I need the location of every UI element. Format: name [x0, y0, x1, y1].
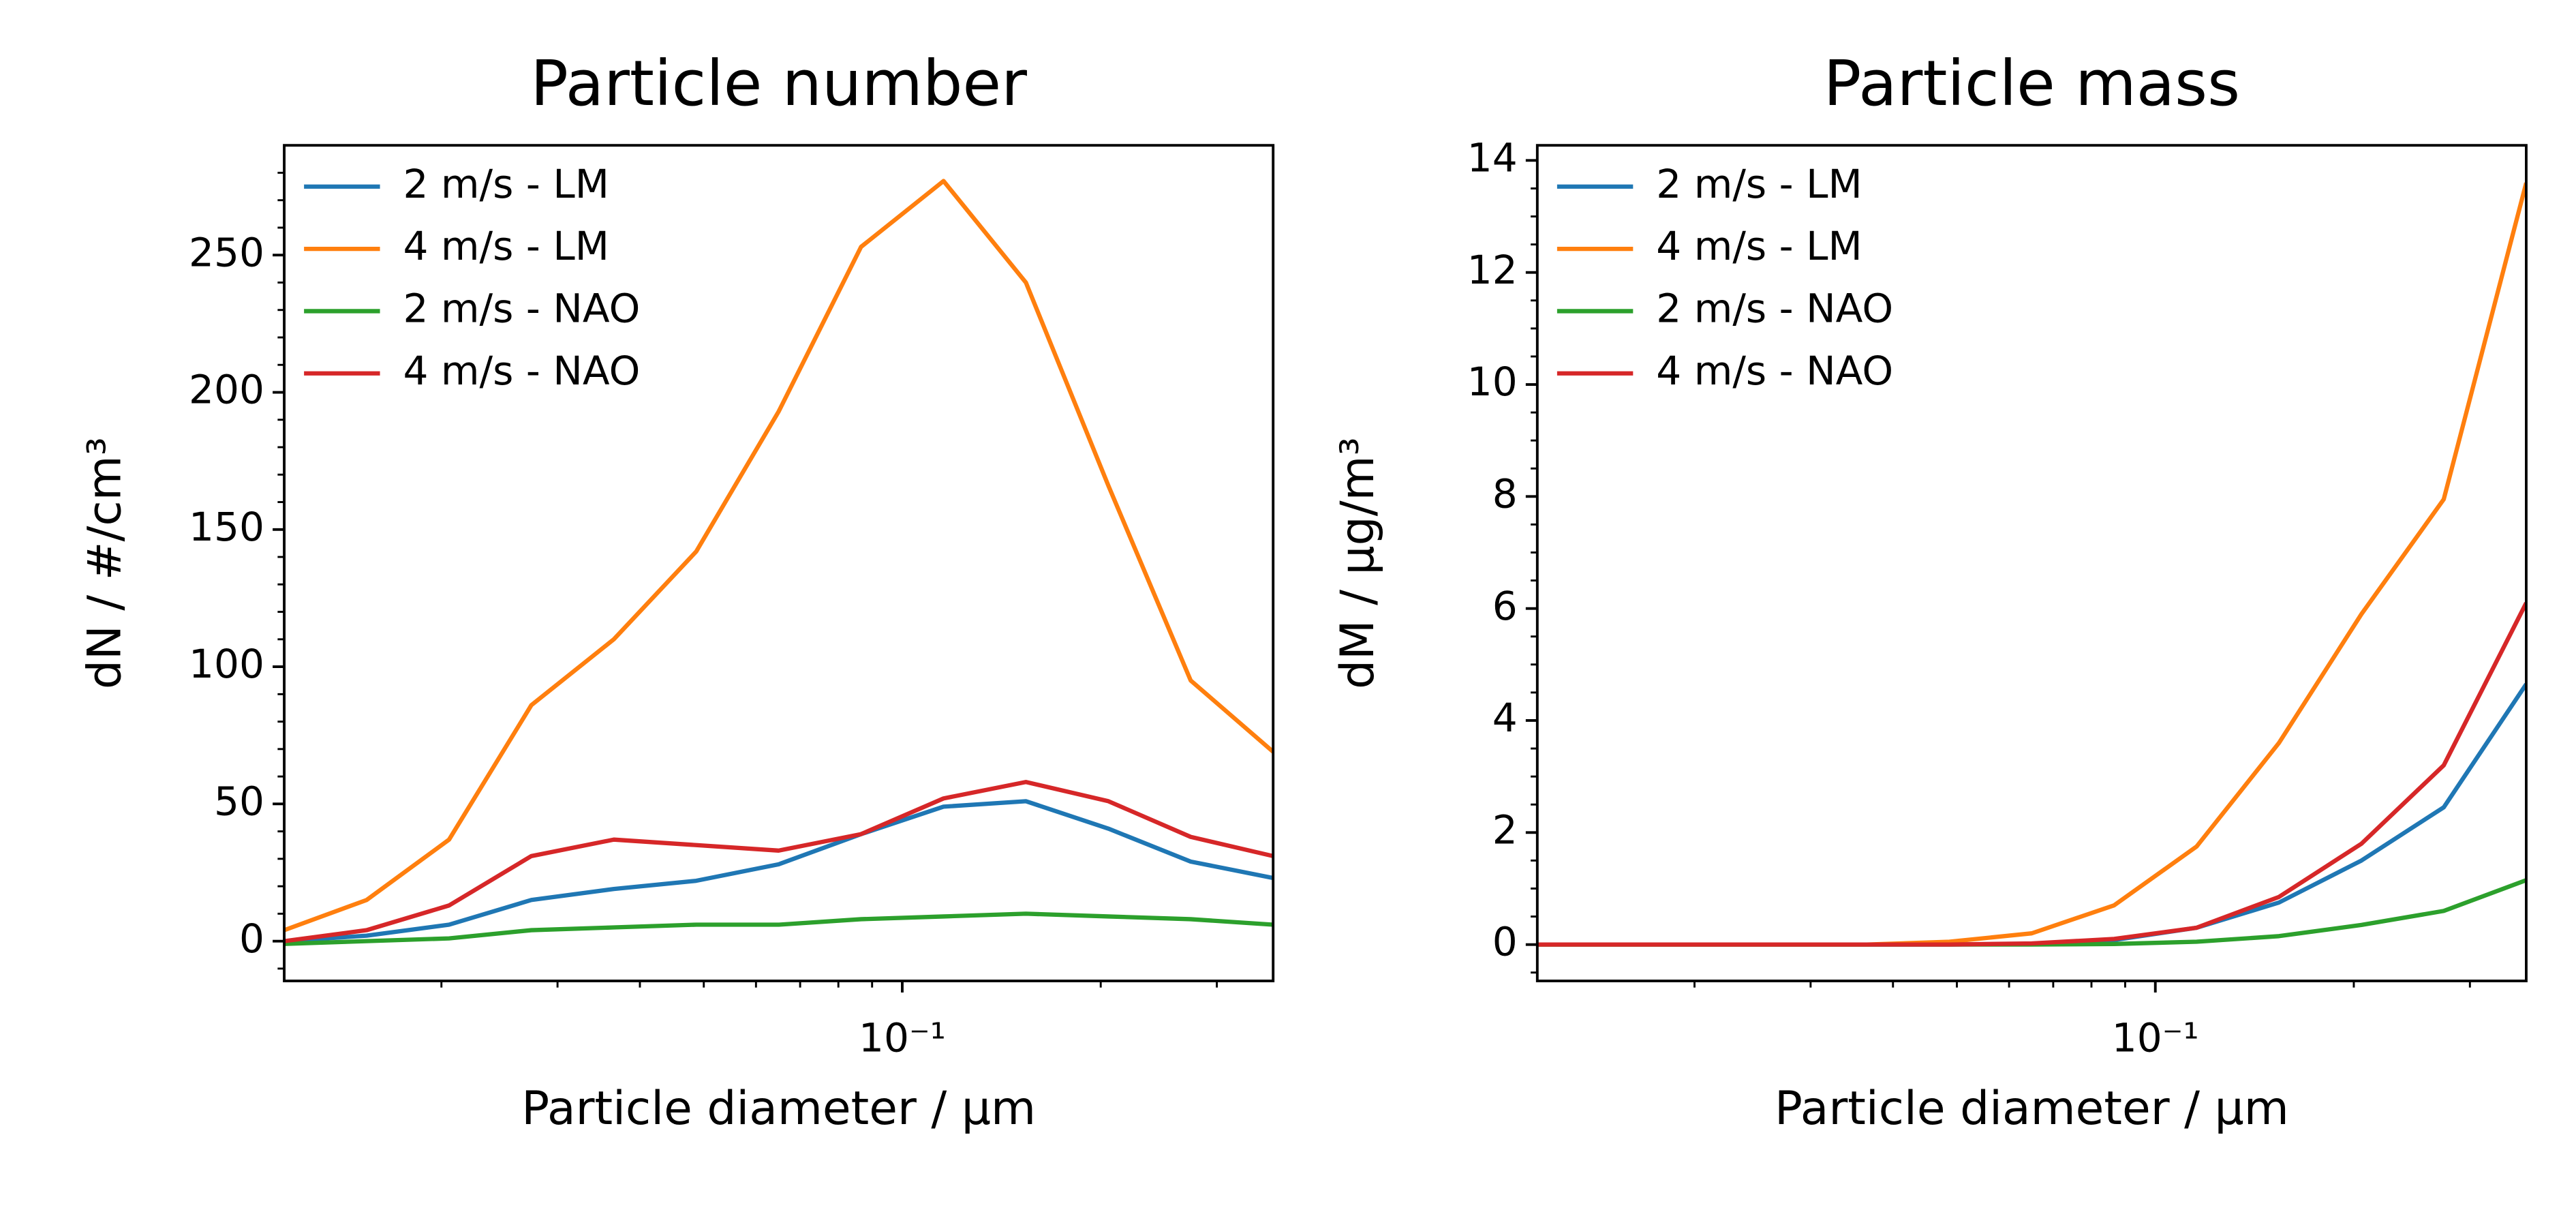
y-tick-label: 50	[214, 778, 264, 824]
data-line	[284, 799, 1274, 943]
plot-frame	[283, 144, 1275, 982]
legend-label: 2 m/s - LM	[403, 161, 609, 207]
y-tick-label: 6	[1492, 583, 1518, 629]
data-line	[284, 911, 1274, 946]
plot-frame	[1535, 144, 2528, 982]
y-tick-label: 12	[1467, 247, 1518, 293]
y-axis-label: dN / #/cm³	[77, 437, 131, 689]
x-tick-label: 10⁻¹	[859, 1014, 946, 1061]
y-tick-label: 0	[239, 915, 264, 962]
x-axis-label: Particle diameter / μm	[521, 1081, 1036, 1135]
chart-title: Particle number	[530, 47, 1027, 120]
data-line	[284, 780, 1274, 943]
chart-title: Particle mass	[1824, 47, 2240, 120]
y-tick-label: 2	[1492, 806, 1518, 853]
data-line	[1537, 602, 2526, 947]
y-tick-label: 100	[189, 641, 264, 687]
y-tick-label: 14	[1467, 134, 1518, 181]
y-tick-label: 0	[1492, 919, 1518, 965]
legend-label: 4 m/s - LM	[403, 223, 609, 269]
x-tick-label: 10⁻¹	[2112, 1014, 2199, 1061]
y-tick-label: 10	[1467, 359, 1518, 405]
legend-label: 2 m/s - NAO	[403, 286, 640, 332]
y-tick-label: 4	[1492, 695, 1518, 741]
legend-label: 4 m/s - NAO	[403, 348, 640, 394]
legend-label: 2 m/s - LM	[1656, 161, 1862, 207]
y-axis-label: dM / μg/m³	[1330, 437, 1384, 689]
data-line	[1537, 682, 2526, 947]
y-tick-label: 150	[189, 504, 264, 550]
legend-label: 4 m/s - LM	[1656, 223, 1862, 269]
x-axis-label: Particle diameter / μm	[1775, 1081, 2289, 1135]
y-tick-label: 200	[189, 367, 264, 413]
legend-label: 2 m/s - NAO	[1656, 286, 1893, 332]
legend-label: 4 m/s - NAO	[1656, 348, 1893, 394]
y-tick-label: 8	[1492, 470, 1518, 517]
data-line	[284, 179, 1274, 933]
y-tick-label: 250	[189, 229, 264, 275]
